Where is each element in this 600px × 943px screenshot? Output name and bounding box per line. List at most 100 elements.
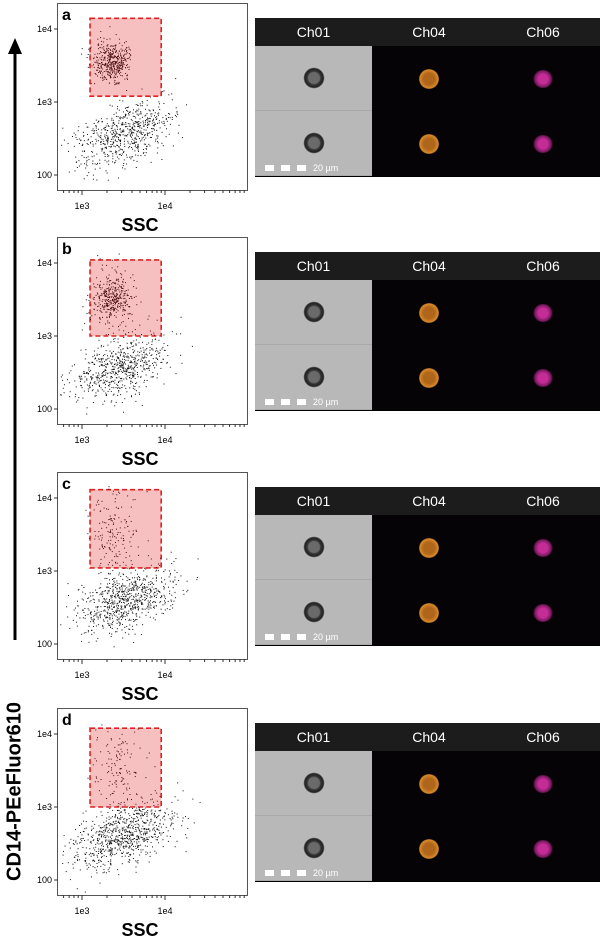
data-point	[125, 606, 126, 608]
data-point	[92, 621, 94, 622]
data-point	[136, 160, 138, 162]
data-point	[132, 142, 134, 144]
data-point	[123, 293, 125, 295]
data-point	[126, 64, 128, 66]
data-point	[144, 807, 146, 809]
data-point	[104, 289, 106, 291]
data-point	[103, 619, 104, 621]
data-point	[112, 161, 114, 163]
data-point	[118, 146, 120, 148]
data-point	[126, 806, 128, 808]
data-point	[147, 117, 148, 119]
data-point	[108, 591, 110, 593]
data-point	[136, 135, 138, 137]
data-point	[107, 603, 109, 604]
data-point	[116, 294, 118, 296]
data-point	[115, 371, 117, 373]
data-point	[153, 801, 154, 803]
data-point	[112, 394, 114, 396]
data-point	[106, 264, 108, 266]
data-point	[140, 347, 142, 349]
data-point	[118, 874, 120, 876]
data-point	[155, 839, 157, 841]
data-point	[137, 146, 139, 147]
data-point	[144, 599, 146, 601]
data-point	[149, 349, 151, 351]
data-point	[112, 302, 114, 304]
data-point	[118, 818, 120, 820]
data-point	[112, 588, 114, 590]
data-point	[75, 621, 77, 623]
data-point	[111, 793, 113, 794]
data-point	[148, 861, 150, 863]
data-point	[98, 354, 100, 355]
data-point	[175, 107, 177, 109]
data-point	[110, 852, 112, 854]
data-point	[82, 609, 84, 611]
data-point	[145, 357, 147, 359]
data-point	[140, 836, 142, 838]
data-point	[143, 125, 145, 127]
data-point	[101, 841, 103, 843]
data-point	[82, 131, 84, 133]
data-point	[134, 601, 136, 603]
data-point	[127, 798, 128, 800]
data-point	[144, 813, 146, 815]
data-point	[124, 741, 126, 743]
data-point	[144, 594, 146, 596]
data-point	[120, 818, 122, 820]
data-point	[146, 839, 148, 840]
data-point	[167, 830, 169, 832]
data-point	[80, 384, 82, 386]
data-point	[123, 599, 125, 601]
ch04-image	[372, 580, 486, 645]
data-point	[146, 845, 148, 847]
data-point	[88, 159, 90, 161]
data-point	[89, 362, 91, 364]
data-point	[122, 151, 124, 153]
data-point	[136, 366, 138, 368]
brightfield-image	[255, 46, 372, 111]
data-point	[115, 821, 117, 823]
data-point	[128, 843, 130, 844]
data-point	[116, 151, 118, 153]
data-point	[103, 605, 105, 607]
data-point	[127, 831, 129, 833]
data-point	[109, 618, 111, 620]
data-point	[124, 361, 125, 363]
data-point	[101, 40, 103, 42]
data-point	[153, 606, 154, 608]
data-point	[103, 598, 105, 600]
data-point	[157, 135, 159, 137]
data-point	[113, 585, 115, 587]
data-point	[133, 586, 135, 588]
data-point	[115, 125, 117, 127]
data-point	[121, 64, 123, 66]
data-point	[111, 627, 113, 629]
data-point	[128, 332, 130, 333]
data-point	[119, 303, 121, 305]
data-point	[107, 842, 109, 844]
data-point	[85, 854, 87, 855]
data-point	[112, 288, 114, 290]
data-point	[120, 394, 122, 396]
data-point	[112, 829, 114, 831]
data-point	[126, 600, 128, 602]
data-point	[120, 817, 122, 819]
data-point	[114, 161, 116, 163]
data-point	[63, 139, 65, 141]
data-point	[108, 488, 110, 490]
data-point	[79, 377, 81, 379]
data-point	[172, 587, 174, 589]
data-point	[130, 342, 132, 344]
data-point	[145, 121, 146, 123]
data-point	[155, 580, 157, 582]
data-point	[98, 65, 99, 67]
data-point	[176, 813, 178, 815]
data-point	[180, 575, 182, 577]
data-point	[109, 599, 110, 601]
data-point	[120, 354, 122, 356]
data-point	[107, 363, 109, 365]
data-point	[146, 607, 148, 609]
data-point	[112, 286, 114, 288]
